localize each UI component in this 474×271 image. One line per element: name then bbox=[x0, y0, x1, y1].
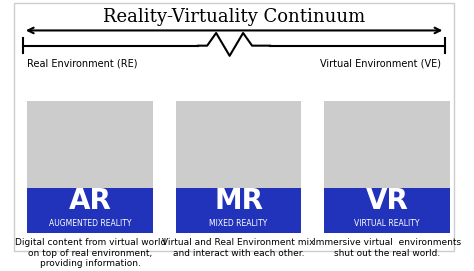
Text: Digital content from virtual world
on top of real environment,
providing informa: Digital content from virtual world on to… bbox=[15, 238, 166, 268]
Text: MIXED REALITY: MIXED REALITY bbox=[210, 219, 268, 228]
Bar bbox=[27, 101, 153, 188]
Text: VR: VR bbox=[365, 186, 408, 215]
Bar bbox=[176, 101, 301, 188]
Text: Real Environment (RE): Real Environment (RE) bbox=[27, 58, 138, 68]
Text: Immersive virtual  environments
shut out the real world.: Immersive virtual environments shut out … bbox=[313, 238, 461, 258]
Bar bbox=[324, 188, 450, 233]
Bar bbox=[324, 101, 450, 188]
Bar bbox=[27, 188, 153, 233]
Text: AUGMENTED REALITY: AUGMENTED REALITY bbox=[49, 219, 132, 228]
Text: VIRTUAL REALITY: VIRTUAL REALITY bbox=[354, 219, 419, 228]
Text: Virtual and Real Environment mix
and interact with each other.: Virtual and Real Environment mix and int… bbox=[163, 238, 315, 258]
Text: Reality-Virtuality Continuum: Reality-Virtuality Continuum bbox=[103, 8, 365, 26]
Bar bbox=[176, 188, 301, 233]
Text: AR: AR bbox=[69, 186, 112, 215]
Text: Virtual Environment (VE): Virtual Environment (VE) bbox=[320, 58, 441, 68]
Text: MR: MR bbox=[214, 186, 263, 215]
